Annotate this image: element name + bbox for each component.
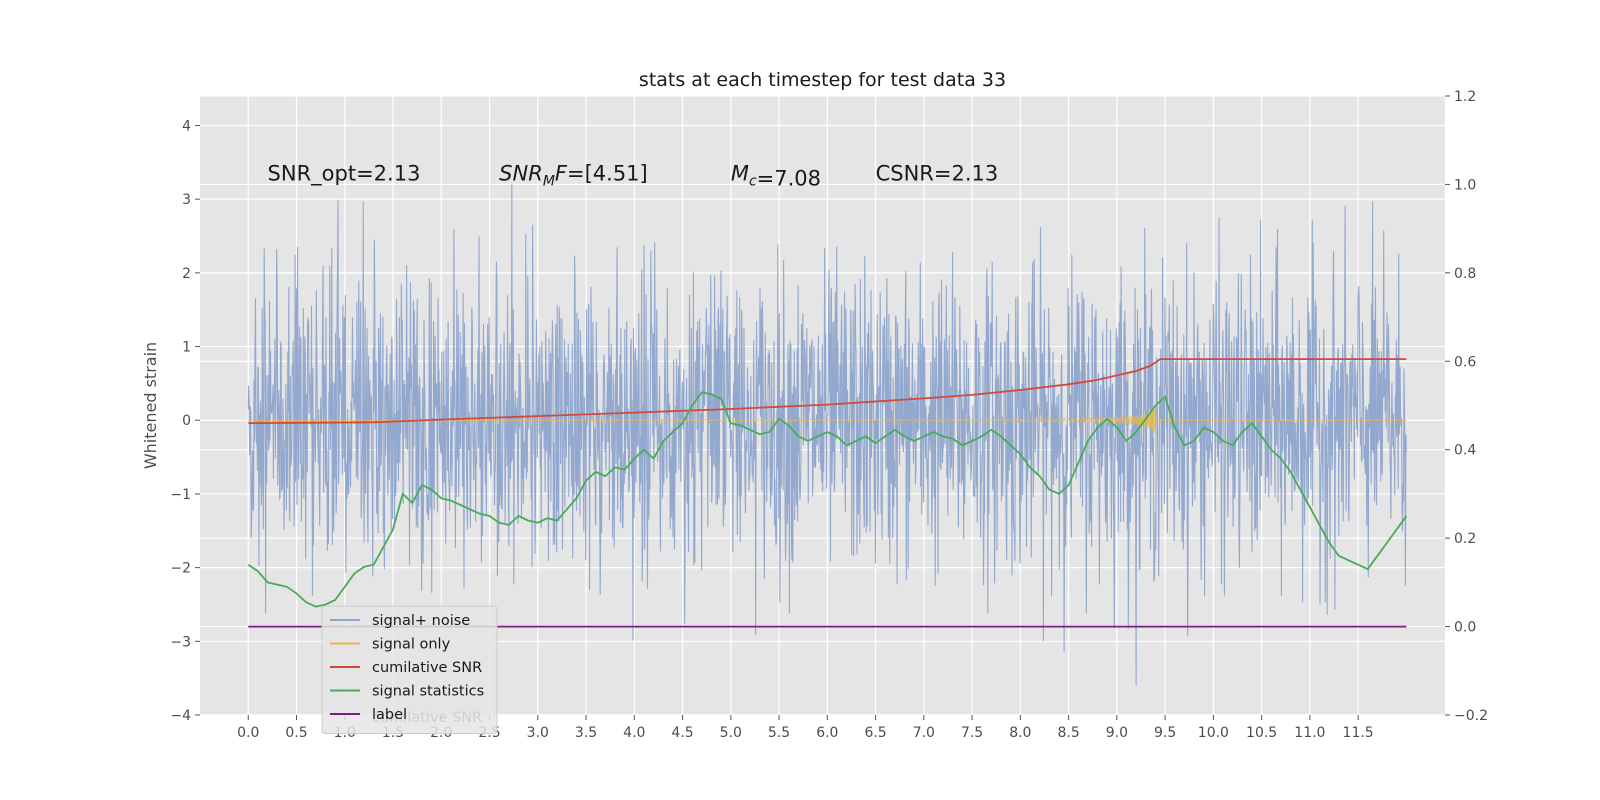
y-left-tick-label: 2	[182, 266, 191, 282]
x-tick-label: 10.0	[1198, 725, 1229, 741]
x-tick-label: 5.5	[768, 725, 790, 741]
legend-label: label	[372, 707, 407, 723]
series-line-cumilative-snr	[248, 358, 1407, 425]
y-right-tick-label: 0.4	[1454, 443, 1476, 459]
x-tick-label: 6.0	[816, 725, 838, 741]
legend-label: signal only	[372, 637, 451, 653]
legend: cumilative SNR signal+ noise signal only cu…	[321, 605, 498, 734]
x-tick-label: 3.0	[527, 725, 549, 741]
x-tick-label: 8.5	[1057, 725, 1079, 741]
x-tick-label: 8.0	[1009, 725, 1031, 741]
legend-box	[321, 605, 498, 734]
y-left-tick-label: −3	[170, 634, 191, 650]
y-left-tick-label: 1	[182, 340, 191, 356]
y-right-tick-label: 1.0	[1454, 177, 1476, 193]
axes: 0.00.51.01.52.02.53.03.54.04.55.05.56.06…	[170, 89, 1488, 741]
x-tick-label: 6.5	[864, 725, 886, 741]
legend-label: signal statistics	[372, 684, 484, 700]
legend-overlap-text: cumilative SNR	[372, 710, 482, 726]
x-tick-label: 0.5	[285, 725, 307, 741]
y-right-tick-label: −0.2	[1454, 708, 1488, 724]
x-tick-label: 7.0	[913, 725, 935, 741]
y-left-tick-label: −1	[170, 487, 191, 503]
y-right-tick-label: 0.6	[1454, 354, 1476, 370]
y-left-tick-label: −2	[170, 561, 191, 577]
x-tick-label: 9.0	[1106, 725, 1128, 741]
x-tick-label: 11.5	[1343, 725, 1374, 741]
y-right-tick-label: 0.2	[1454, 531, 1476, 547]
x-tick-label: 3.5	[575, 725, 597, 741]
annotation-text: SNRMF=[4.51]	[499, 161, 648, 189]
x-tick-label: 7.5	[961, 725, 983, 741]
y-left-tick-label: −4	[170, 708, 191, 724]
x-tick-label: 9.5	[1154, 725, 1176, 741]
y-left-tick-label: 4	[182, 118, 191, 134]
x-tick-label: 10.5	[1246, 725, 1277, 741]
x-tick-label: 0.0	[237, 725, 259, 741]
y-right-tick-label: 0.8	[1454, 266, 1476, 282]
annotation-text: SNR_opt=2.13	[268, 161, 421, 186]
chart-title: stats at each timestep for test data 33	[639, 69, 1006, 91]
series-signal-plus-noise	[247, 183, 1407, 686]
annotations: SNR_opt=2.13 SNRMF=[4.51] Mc=7.08 CSNR=2.13	[268, 161, 999, 190]
x-tick-label: 4.0	[623, 725, 645, 741]
series-line-signal-statistics	[247, 391, 1408, 608]
y-left-tick-label: 3	[182, 192, 191, 208]
legend-label: signal+ noise	[372, 613, 470, 629]
x-tick-label: 11.0	[1294, 725, 1325, 741]
x-tick-label: 5.0	[720, 725, 742, 741]
annotation-text: Mc=7.08	[731, 161, 821, 190]
y-right-tick-label: 0.0	[1454, 620, 1476, 636]
annotation-text: CSNR=2.13	[876, 161, 999, 185]
y-left-tick-label: 0	[182, 413, 191, 429]
x-tick-label: 4.5	[671, 725, 693, 741]
legend-label: cumilative SNR	[372, 660, 482, 676]
signal-plus-noise-line	[247, 183, 1407, 686]
y-axis-label: Whitened strain	[141, 342, 160, 469]
y-right-tick-label: 1.2	[1454, 89, 1476, 105]
